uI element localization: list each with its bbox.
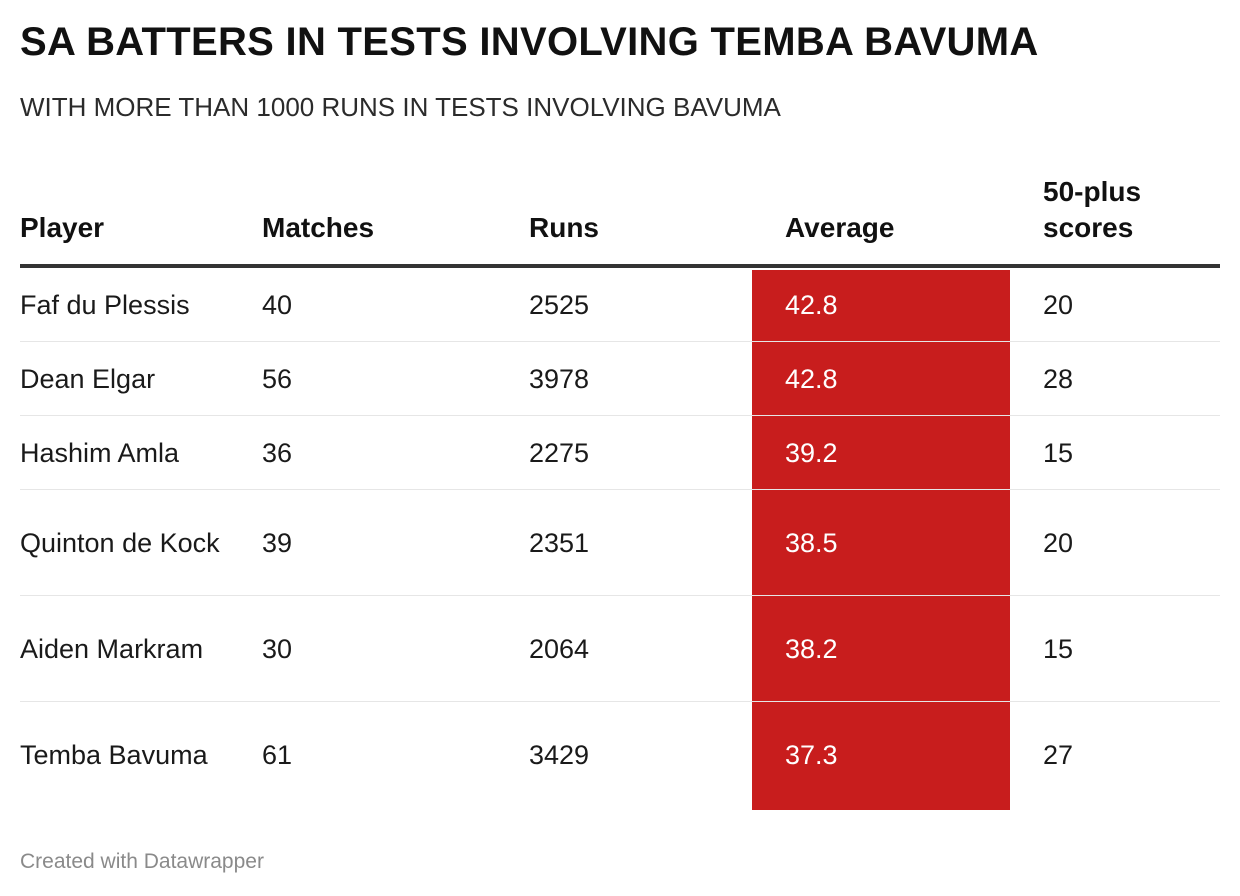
- header-matches[interactable]: Matches: [262, 212, 375, 243]
- fifty-plus-value: 20: [1043, 527, 1074, 558]
- runs-value: 2351: [529, 527, 590, 558]
- average-value: 39.2: [785, 437, 838, 468]
- table-row: Quinton de Kock 39 2351 38.5 20: [20, 490, 1220, 596]
- player-name: Quinton de Kock: [20, 527, 220, 558]
- table-row: Hashim Amla 36 2275 39.2 15: [20, 416, 1220, 490]
- average-value: 37.3: [785, 740, 838, 770]
- average-value: 38.5: [785, 527, 838, 558]
- matches-value: 40: [262, 289, 293, 320]
- fifty-plus-value: 15: [1043, 437, 1074, 468]
- stats-table: Player Matches Runs Average 50-plus scor…: [20, 176, 1220, 810]
- attribution-credit: Created with Datawrapper: [20, 850, 264, 873]
- header-average[interactable]: Average: [785, 212, 895, 243]
- runs-value: 3429: [529, 740, 590, 770]
- table-row: Faf du Plessis 40 2525 42.8 20: [20, 268, 1220, 342]
- table-header: Player Matches Runs Average 50-plus scor…: [20, 176, 1220, 268]
- matches-value: 39: [262, 527, 293, 558]
- matches-value: 61: [262, 740, 293, 770]
- table-row: Aiden Markram 30 2064 38.2 15: [20, 596, 1220, 702]
- fifty-plus-value: 28: [1043, 363, 1074, 394]
- average-value: 42.8: [785, 363, 838, 394]
- fifty-plus-value: 20: [1043, 289, 1074, 320]
- player-name: Temba Bavuma: [20, 740, 208, 770]
- chart-title: SA BATTERS IN TESTS INVOLVING TEMBA BAVU…: [20, 20, 1039, 64]
- runs-value: 2275: [529, 437, 590, 468]
- header-player[interactable]: Player: [20, 212, 105, 243]
- header-runs[interactable]: Runs: [529, 212, 599, 243]
- fifty-plus-value: 27: [1043, 740, 1074, 770]
- fifty-plus-value: 15: [1043, 633, 1074, 664]
- table-row: Temba Bavuma 61 3429 37.3 27: [20, 702, 1220, 808]
- average-value: 42.8: [785, 289, 838, 320]
- header-fifty-plus[interactable]: 50-plus scores: [1043, 176, 1142, 243]
- player-name: Aiden Markram: [20, 633, 204, 664]
- player-name: Dean Elgar: [20, 363, 156, 394]
- average-value: 38.2: [785, 633, 838, 664]
- player-name: Hashim Amla: [20, 437, 180, 468]
- matches-value: 30: [262, 633, 293, 664]
- chart-subtitle: WITH MORE THAN 1000 RUNS IN TESTS INVOLV…: [20, 92, 781, 122]
- runs-value: 2064: [529, 633, 590, 664]
- table-row: Dean Elgar 56 3978 42.8 28: [20, 342, 1220, 416]
- matches-value: 36: [262, 437, 293, 468]
- player-name: Faf du Plessis: [20, 289, 190, 320]
- runs-value: 3978: [529, 363, 590, 394]
- average-column-highlight: [752, 270, 1010, 810]
- runs-value: 2525: [529, 289, 590, 320]
- matches-value: 56: [262, 363, 293, 394]
